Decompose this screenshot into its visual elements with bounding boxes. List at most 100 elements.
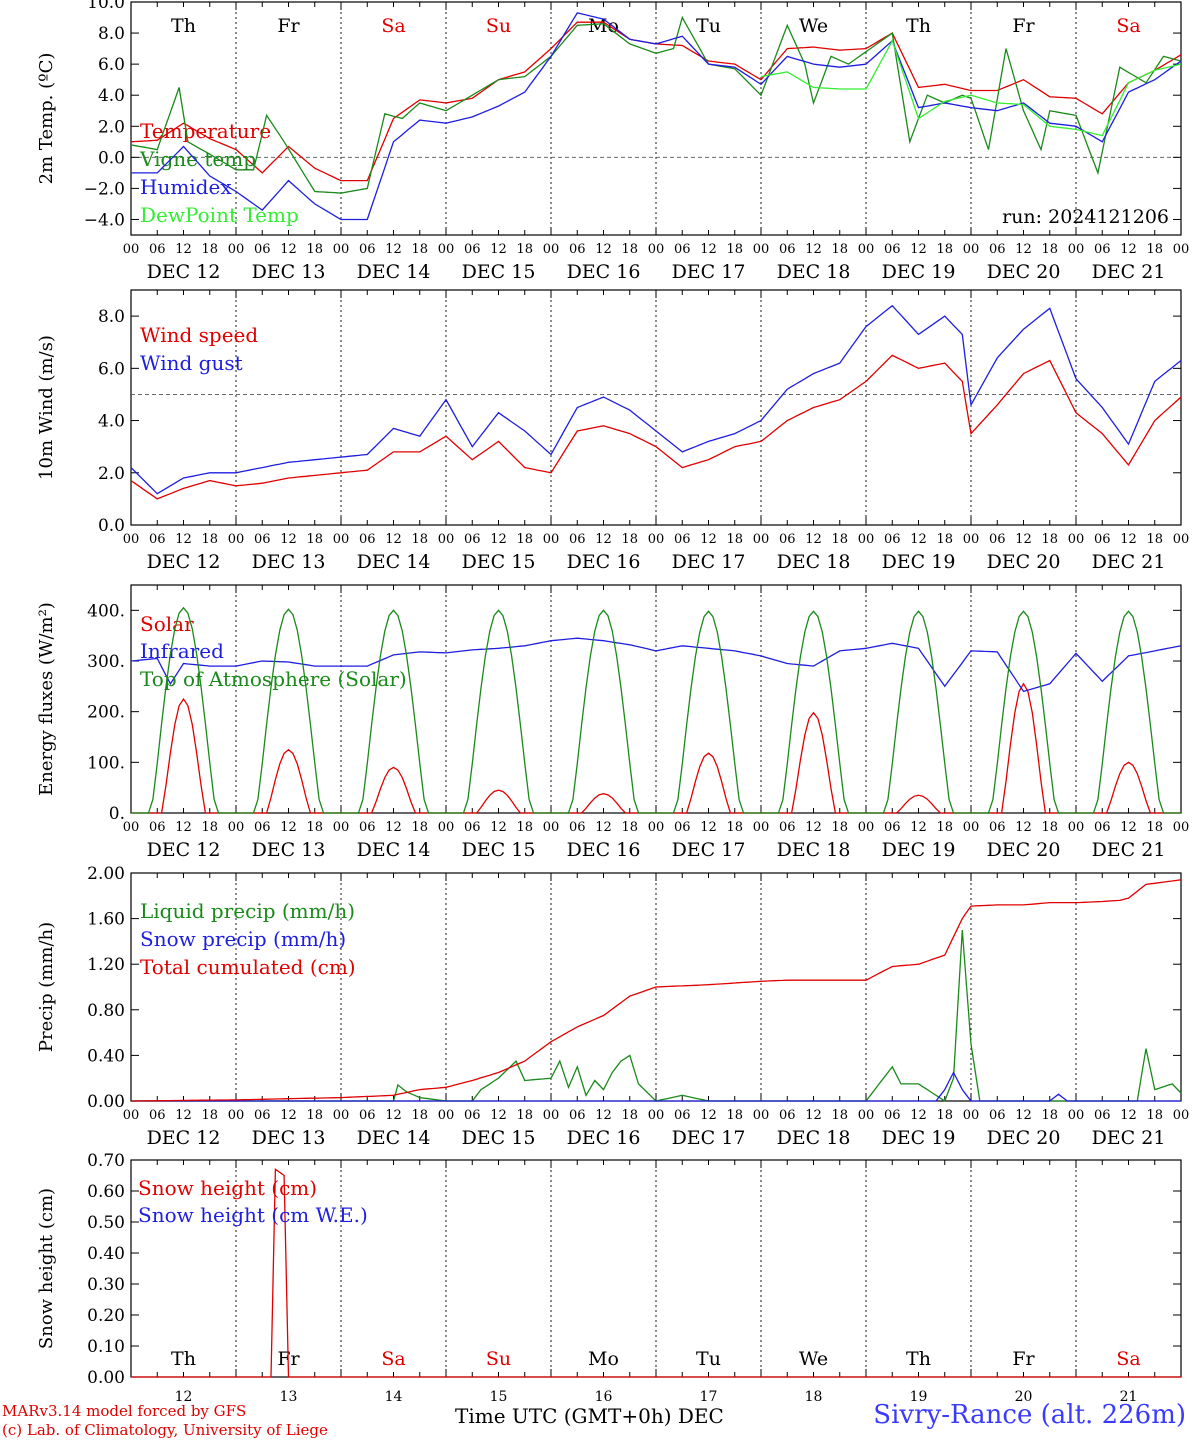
y-tick-label: 0.60 (87, 1182, 125, 1202)
series-line-humidex (131, 12, 1182, 221)
x-day-label: DEC 12 (147, 839, 221, 861)
x-hour-label: 00 (543, 820, 560, 835)
series-line-vigne-temp (130, 15, 1182, 194)
x-hour-label: 00 (648, 532, 665, 547)
x-day-label: 15 (490, 1389, 508, 1405)
y-tick-label: 0.0 (98, 148, 125, 168)
x-hour-label: 06 (1094, 1108, 1111, 1123)
x-hour-label: 06 (254, 242, 271, 257)
x-day-label: DEC 19 (882, 551, 956, 573)
legend-entry: Snow precip (mm/h) (140, 927, 346, 951)
x-hour-label: 18 (831, 242, 848, 257)
y-tick-label: 0. (109, 804, 125, 824)
y-tick-label: 8.0 (98, 307, 125, 327)
x-hour-label: 00 (648, 1108, 665, 1123)
x-hour-label: 00 (543, 242, 560, 257)
x-day-label: DEC 18 (777, 261, 851, 283)
x-day-label: DEC 16 (567, 1127, 641, 1149)
series-line-snow-height-cm- (131, 1168, 1181, 1378)
x-hour-label: 18 (201, 820, 218, 835)
x-hour-label: 12 (805, 242, 822, 257)
y-tick-label: 400. (87, 601, 125, 621)
x-day-label: DEC 13 (252, 551, 326, 573)
x-hour-label: 00 (123, 820, 140, 835)
x-hour-label: 06 (569, 532, 586, 547)
x-hour-label: 00 (543, 1108, 560, 1123)
x-hour-label: 18 (516, 532, 533, 547)
x-hour-label: 00 (1068, 820, 1085, 835)
y-tick-label: 2.0 (98, 117, 125, 137)
x-hour-label: 06 (1094, 242, 1111, 257)
x-hour-label: 00 (1068, 1108, 1085, 1123)
x-hour-label: 00 (438, 1108, 455, 1123)
x-day-label: 20 (1015, 1389, 1033, 1405)
x-hour-label: 12 (1015, 1108, 1032, 1123)
x-hour-label: 00 (333, 532, 350, 547)
x-day-label: DEC 15 (462, 261, 536, 283)
x-hour-label: 00 (858, 820, 875, 835)
series-line-dewpoint-temp (760, 39, 1182, 137)
weekday-label: Sa (381, 1348, 405, 1370)
station-name: Sivry-Rance (alt. 226m) (873, 1400, 1186, 1430)
x-hour-label: 00 (753, 532, 770, 547)
series-line-temperature (130, 21, 1182, 182)
x-day-label: 18 (805, 1389, 823, 1405)
x-hour-label: 00 (648, 242, 665, 257)
x-day-label: DEC 16 (567, 551, 641, 573)
weekday-label: Sa (381, 15, 405, 37)
x-hour-label: 00 (963, 532, 980, 547)
x-hour-label: 06 (779, 820, 796, 835)
x-day-label: DEC 14 (357, 261, 431, 283)
series-line-snow-precip-mm-h- (131, 1071, 1181, 1102)
x-hour-label: 00 (858, 242, 875, 257)
x-day-label: DEC 12 (147, 1127, 221, 1149)
x-hour-label: 06 (464, 1108, 481, 1123)
y-tick-label: −4.0 (84, 210, 125, 230)
y-axis-label: Energy fluxes (W/m²) (36, 602, 57, 796)
y-tick-label: 2.0 (98, 464, 125, 484)
x-day-label: DEC 15 (462, 551, 536, 573)
x-hour-label: 06 (149, 820, 166, 835)
x-hour-label: 06 (359, 532, 376, 547)
x-hour-label: 12 (700, 242, 717, 257)
credit-line-1: MARv3.14 model forced by GFS (2, 1402, 247, 1420)
x-hour-label: 06 (674, 820, 691, 835)
x-hour-label: 06 (884, 820, 901, 835)
x-hour-label: 12 (595, 242, 612, 257)
x-hour-label: 12 (805, 532, 822, 547)
y-tick-label: 8.0 (98, 24, 125, 44)
x-hour-label: 12 (595, 532, 612, 547)
x-hour-label: 18 (621, 242, 638, 257)
x-day-label: DEC 12 (147, 261, 221, 283)
weekday-label: Su (486, 1348, 511, 1370)
x-hour-label: 18 (516, 1108, 533, 1123)
x-day-label: DEC 17 (672, 261, 746, 283)
x-day-label: DEC 19 (882, 1127, 956, 1149)
x-hour-label: 18 (831, 820, 848, 835)
x-hour-label: 06 (149, 532, 166, 547)
x-hour-label: 06 (674, 1108, 691, 1123)
x-hour-label: 00 (963, 1108, 980, 1123)
x-day-label: DEC 14 (357, 551, 431, 573)
x-hour-label: 12 (910, 820, 927, 835)
x-day-label: DEC 19 (882, 839, 956, 861)
x-hour-label: 18 (516, 242, 533, 257)
x-hour-label: 18 (936, 820, 953, 835)
x-day-label: DEC 13 (252, 839, 326, 861)
x-hour-label: 18 (516, 820, 533, 835)
x-hour-label: 12 (1120, 532, 1137, 547)
x-day-label: DEC 20 (987, 839, 1061, 861)
x-hour-label: 12 (805, 1108, 822, 1123)
x-hour-label: 00 (963, 820, 980, 835)
x-hour-label: 06 (464, 242, 481, 257)
x-hour-label: 18 (1041, 1108, 1058, 1123)
x-day-label: 19 (910, 1389, 928, 1405)
x-hour-label: 06 (884, 1108, 901, 1123)
x-hour-label: 18 (831, 1108, 848, 1123)
y-tick-label: 0.40 (87, 1244, 125, 1264)
x-day-label: 14 (385, 1389, 403, 1405)
y-tick-label: 6.0 (98, 359, 125, 379)
x-hour-label: 00 (1068, 532, 1085, 547)
x-hour-label: 12 (490, 242, 507, 257)
x-day-label: DEC 21 (1092, 1127, 1166, 1149)
